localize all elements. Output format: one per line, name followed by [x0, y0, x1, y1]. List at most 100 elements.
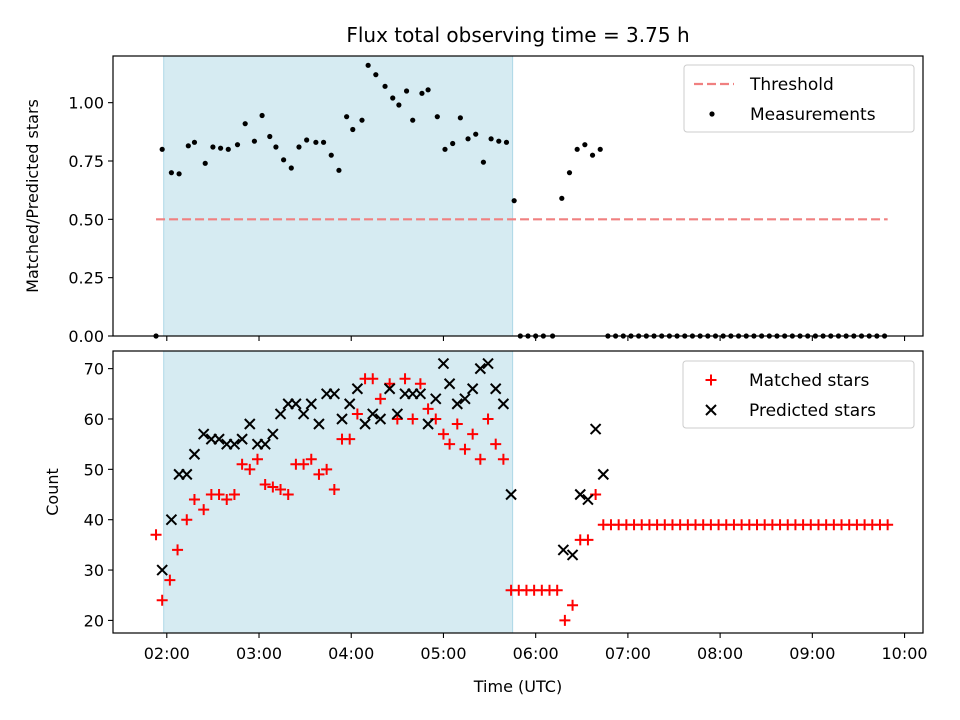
data-point: [305, 453, 317, 465]
legend-box: [683, 64, 915, 133]
data-point: [298, 458, 310, 470]
y-tick-label: 0.50: [68, 210, 104, 229]
data-point: [176, 171, 182, 177]
legend-label: Measurements: [750, 105, 876, 125]
data-point: [234, 142, 241, 148]
data-point: [434, 114, 440, 120]
data-point: [419, 90, 425, 96]
data-point: [150, 529, 162, 541]
data-point: [414, 378, 426, 390]
data-point: [422, 403, 434, 415]
legend-measurements-swatch: [709, 111, 715, 117]
legend: Matched stars Predicted stars: [682, 360, 915, 429]
data-point: [488, 136, 494, 142]
x-tick-label: 08:00: [697, 644, 743, 663]
data-point: [467, 428, 479, 440]
data-point: [328, 152, 334, 158]
data-point: [225, 146, 231, 152]
data-point: [390, 95, 396, 101]
data-point: [567, 599, 579, 611]
data-point: [188, 448, 201, 460]
data-point: [185, 143, 191, 149]
data-point: [422, 418, 434, 430]
data-point: [597, 468, 610, 481]
data-point: [589, 152, 596, 158]
data-point: [474, 362, 487, 375]
data-point: [566, 549, 579, 561]
data-point: [288, 165, 294, 171]
data-point: [559, 195, 565, 201]
data-point: [156, 564, 168, 576]
data-point: [305, 398, 317, 410]
data-point: [213, 433, 225, 445]
data-point: [459, 393, 471, 405]
data-point: [359, 117, 365, 123]
data-point: [228, 438, 241, 450]
data-point: [399, 373, 411, 385]
data-point: [383, 383, 396, 395]
data-point: [259, 112, 265, 119]
data-point: [582, 142, 588, 148]
data-point: [321, 463, 333, 475]
data-point: [191, 139, 198, 145]
data-point: [313, 468, 325, 480]
data-point: [259, 438, 271, 450]
data-point: [425, 87, 431, 93]
y-tick-label: 1.00: [68, 94, 104, 113]
data-point: [582, 493, 594, 506]
data-point: [244, 418, 256, 430]
data-point: [290, 398, 302, 410]
y-tick-label: 30: [84, 561, 104, 580]
data-point: [343, 398, 356, 410]
data-point: [410, 117, 416, 123]
data-point: [374, 413, 387, 425]
data-point: [164, 574, 176, 586]
data-point: [267, 133, 273, 140]
x-tick-label: 10:00: [882, 644, 928, 663]
data-point: [297, 408, 310, 420]
series-matched-stars: [150, 373, 894, 626]
plot-frame: [112, 350, 924, 634]
data-point: [391, 408, 404, 420]
data-point: [236, 433, 248, 445]
x-tick-label: 07:00: [605, 644, 651, 663]
data-point: [320, 139, 327, 145]
x-tick-label: 06:00: [513, 644, 559, 663]
data-point: [188, 494, 200, 506]
data-point: [482, 357, 494, 370]
data-point: [511, 198, 517, 204]
data-point: [159, 146, 165, 152]
legend-label: Matched stars: [749, 371, 869, 391]
data-point: [882, 519, 894, 531]
data-point: [359, 418, 371, 430]
x-tick-label: 09:00: [789, 644, 835, 663]
data-point: [217, 145, 224, 151]
data-point: [444, 438, 456, 450]
x-tick-label: 02:00: [144, 644, 190, 663]
data-point: [156, 594, 168, 606]
data-point: [181, 468, 193, 481]
data-point: [172, 544, 184, 556]
data-point: [274, 408, 287, 420]
data-point: [313, 418, 325, 430]
data-point: [505, 488, 517, 501]
y-axis-title: Count: [43, 468, 62, 516]
data-point: [213, 489, 225, 501]
data-point: [407, 413, 419, 425]
bottom-panel: 20 30 40 50 60 70 02:00 03:00 04:00 05:00 06:00 07:…: [43, 350, 928, 663]
legend-predicted-swatch: [705, 404, 717, 416]
observing-window-band: [163, 350, 514, 634]
data-point: [210, 144, 216, 150]
data-point: [566, 170, 573, 176]
data-point: [403, 88, 410, 94]
data-point: [451, 398, 463, 410]
data-point: [490, 383, 502, 395]
data-point: [202, 160, 208, 166]
data-point: [497, 398, 510, 410]
data-point: [589, 423, 602, 435]
y-tick-label: 20: [84, 611, 104, 630]
data-point: [465, 136, 471, 142]
data-point: [496, 138, 502, 144]
data-point: [197, 428, 210, 440]
